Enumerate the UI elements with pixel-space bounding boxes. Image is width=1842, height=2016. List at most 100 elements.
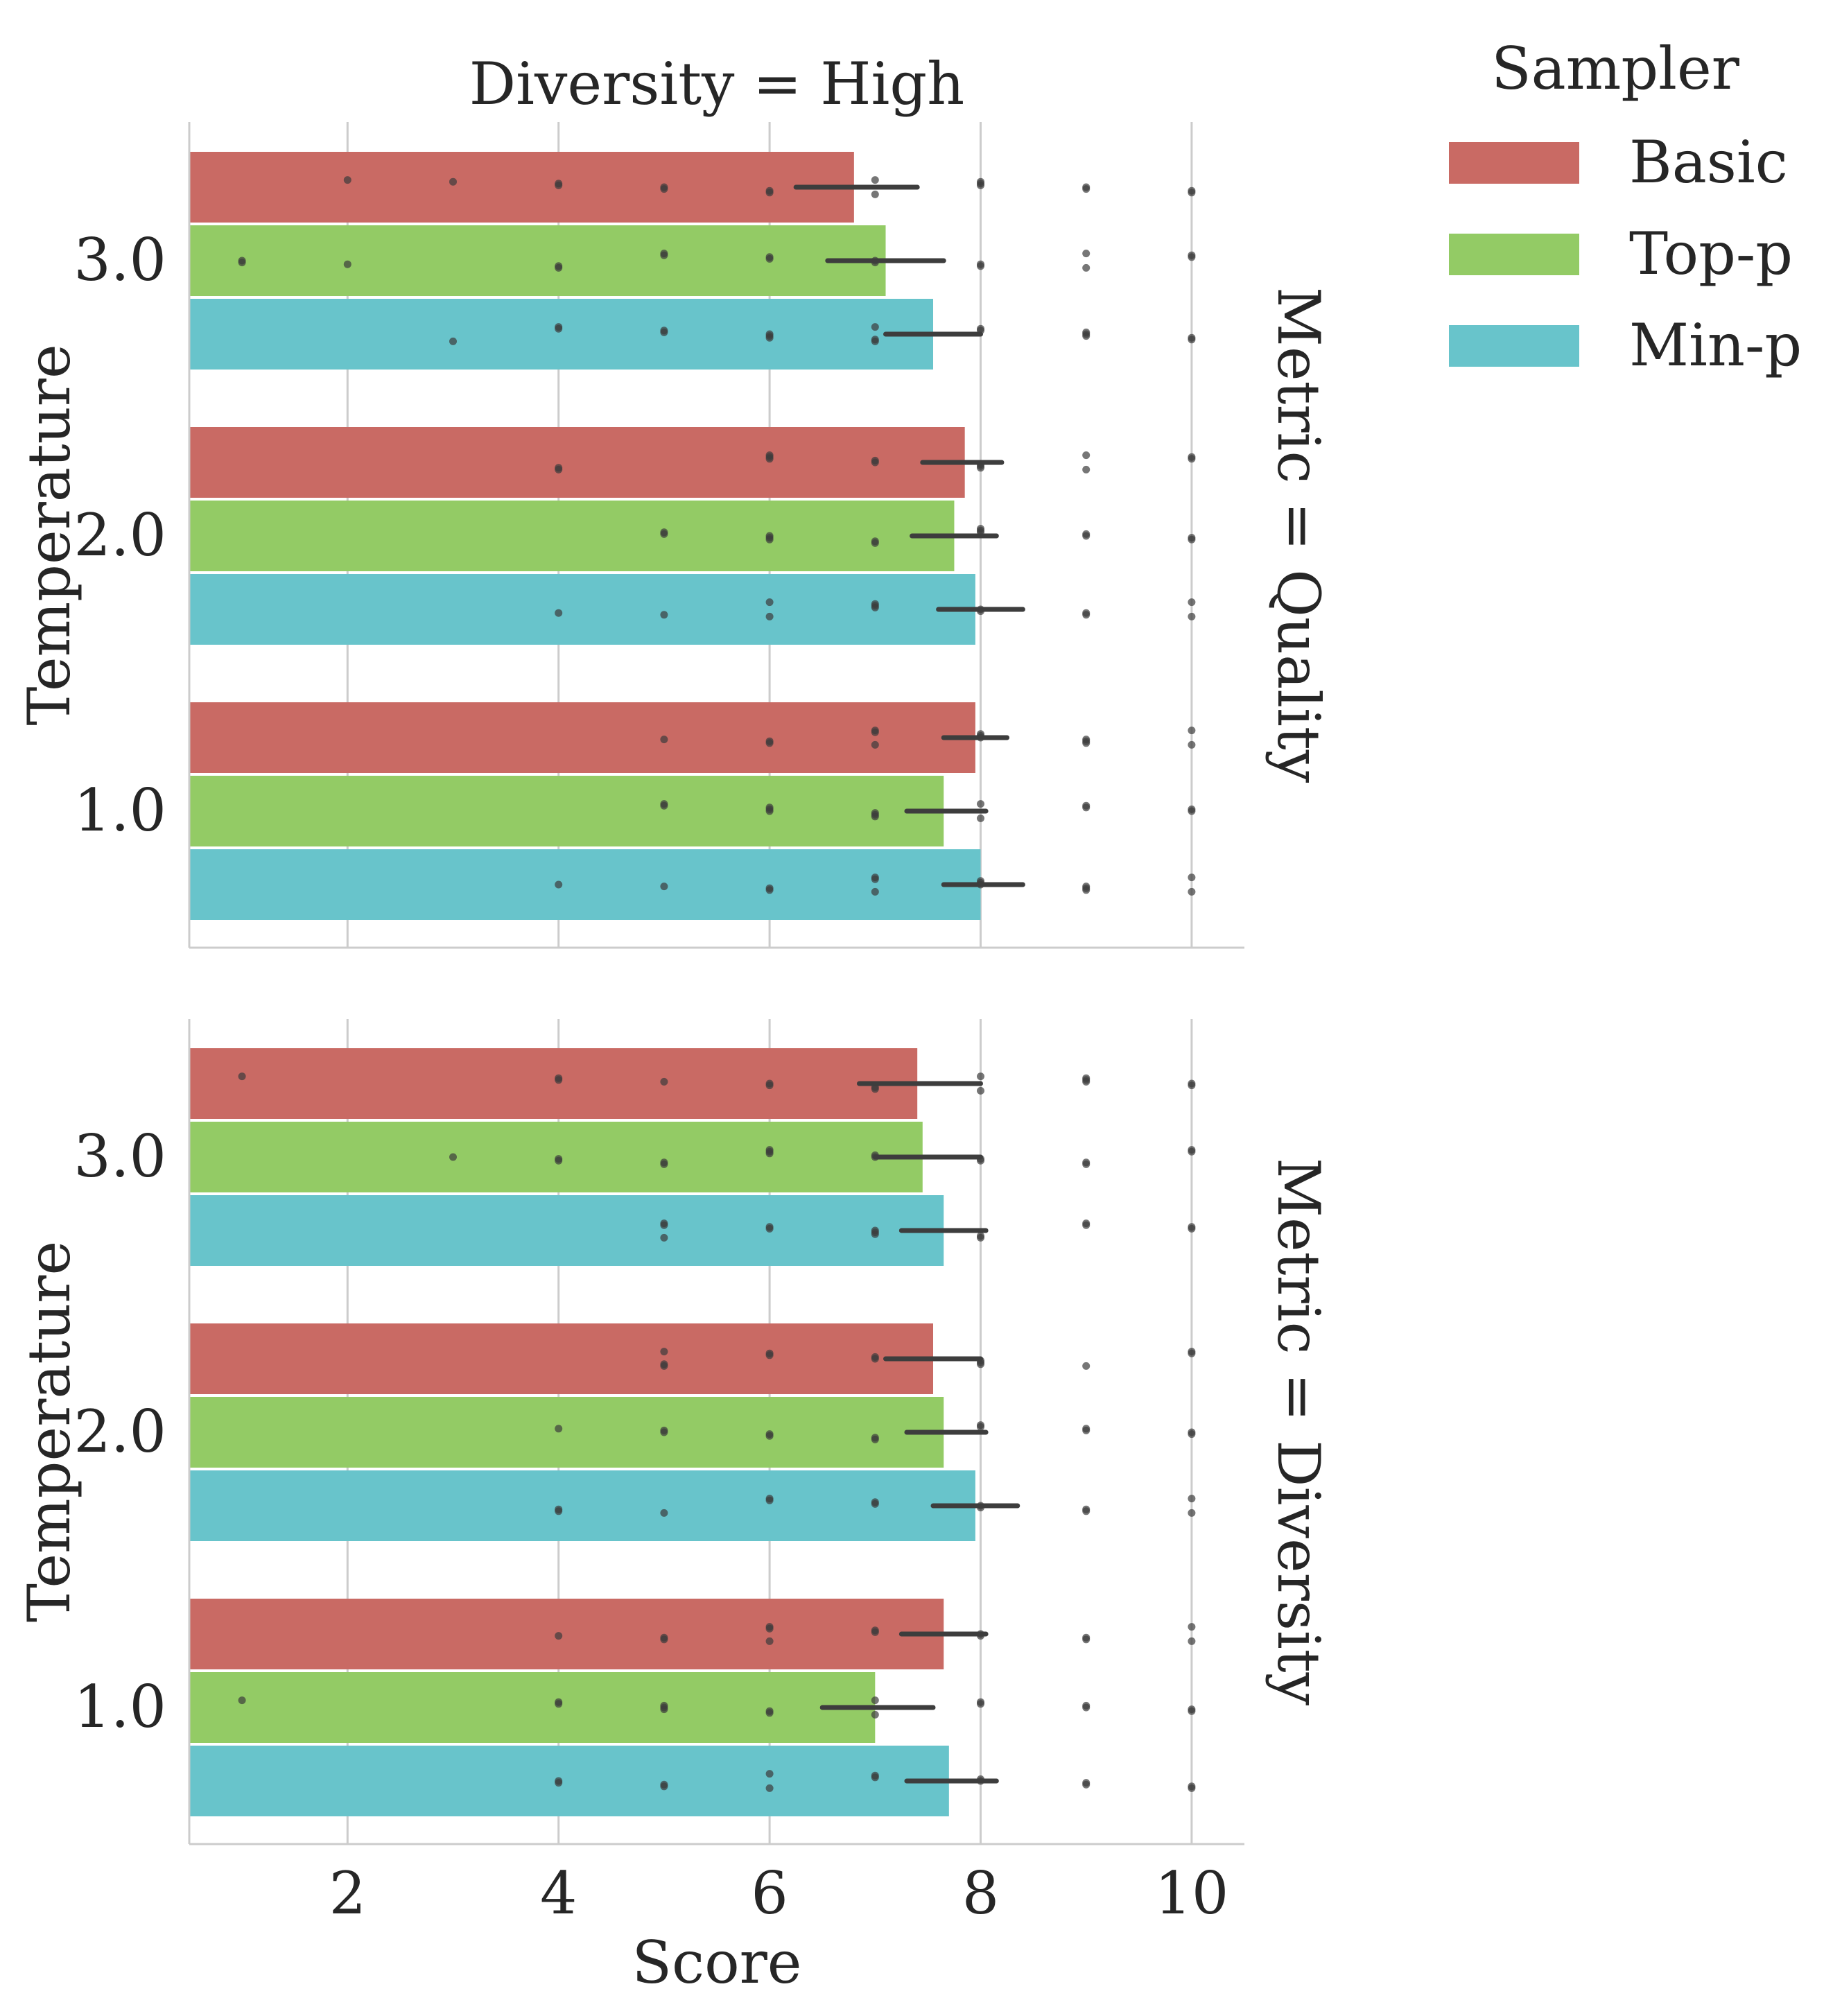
legend-label: Top-p xyxy=(1629,220,1793,288)
data-point xyxy=(660,1077,668,1086)
data-point xyxy=(871,539,879,547)
data-point xyxy=(977,262,984,270)
legend-swatch xyxy=(1449,142,1579,184)
data-point xyxy=(1188,1623,1196,1631)
data-point xyxy=(1188,740,1196,749)
y-tick-label: 2.0 xyxy=(73,501,166,569)
bar xyxy=(189,702,975,773)
data-point xyxy=(871,813,879,821)
data-point xyxy=(765,1081,774,1090)
data-point xyxy=(1082,465,1091,473)
data-point xyxy=(555,324,563,333)
data-point xyxy=(660,1221,668,1229)
y-tick-label: 3.0 xyxy=(73,226,166,294)
data-point xyxy=(765,598,774,607)
data-point xyxy=(343,260,351,268)
bar xyxy=(189,225,886,296)
data-point xyxy=(660,185,668,193)
data-point xyxy=(765,254,774,263)
data-point xyxy=(765,1496,774,1504)
data-point xyxy=(1188,1349,1196,1357)
y-axis-label: Temperature xyxy=(15,1241,83,1622)
data-point xyxy=(1188,1495,1196,1503)
data-point xyxy=(765,612,774,620)
data-point xyxy=(660,1233,668,1242)
data-point xyxy=(660,1509,668,1517)
legend: Sampler Basic Top-p Min-p xyxy=(1449,35,1802,379)
data-point xyxy=(660,530,668,538)
y-tick-label: 1.0 xyxy=(73,776,166,844)
data-point xyxy=(555,1700,563,1708)
panel-title: Diversity = High xyxy=(469,50,965,118)
data-point xyxy=(1188,807,1196,815)
data-point xyxy=(660,251,668,259)
data-point xyxy=(1082,451,1091,460)
data-point xyxy=(660,1362,668,1370)
data-point xyxy=(977,1423,984,1431)
data-point xyxy=(1188,1707,1196,1715)
data-point xyxy=(765,807,774,815)
data-point xyxy=(977,464,984,472)
data-point xyxy=(765,739,774,747)
x-tick-label: 6 xyxy=(751,1859,788,1927)
bar xyxy=(189,1746,949,1816)
data-point xyxy=(1082,1362,1091,1370)
bar xyxy=(189,849,981,920)
data-point xyxy=(871,1355,879,1363)
data-point xyxy=(660,328,668,336)
bar xyxy=(189,152,854,223)
data-point xyxy=(871,875,879,883)
data-point xyxy=(555,1632,563,1640)
data-point xyxy=(977,814,984,822)
data-point xyxy=(1082,263,1091,272)
data-point xyxy=(1188,1509,1196,1517)
data-point xyxy=(765,1432,774,1440)
bar xyxy=(189,1323,934,1394)
data-point xyxy=(765,535,774,544)
data-point xyxy=(1188,535,1196,544)
data-point xyxy=(1188,189,1196,197)
data-point xyxy=(1082,1703,1091,1712)
data-point xyxy=(1188,598,1196,607)
legend-label: Min-p xyxy=(1629,311,1802,379)
facet-panel: 3.0 2.0 1.0 Temperature Metric = Diversity 2 4… xyxy=(15,1019,1332,1997)
x-tick-label: 2 xyxy=(329,1859,366,1927)
x-axis-label: Score xyxy=(632,1929,801,1997)
data-point xyxy=(765,1709,774,1717)
legend-swatch xyxy=(1449,325,1579,367)
data-point xyxy=(1188,336,1196,344)
data-point xyxy=(765,1624,774,1633)
data-point xyxy=(660,801,668,810)
data-point xyxy=(1188,727,1196,735)
data-point xyxy=(660,1782,668,1791)
data-point xyxy=(871,1435,879,1443)
y-tick-label: 3.0 xyxy=(73,1122,166,1190)
bar xyxy=(189,574,975,645)
data-point xyxy=(449,1153,457,1161)
data-point xyxy=(1188,1224,1196,1233)
facet-panel: 3.0 2.0 1.0 Temperature Metric = Quality Dive… xyxy=(15,50,1332,949)
bar xyxy=(189,1397,944,1468)
data-point xyxy=(1082,1507,1091,1515)
y-tick-label: 2.0 xyxy=(73,1398,166,1466)
data-point xyxy=(1082,739,1091,747)
data-point xyxy=(871,176,879,184)
legend-label: Basic xyxy=(1629,128,1788,196)
data-point xyxy=(1082,1780,1091,1789)
data-point xyxy=(1082,803,1091,812)
data-point xyxy=(1082,332,1091,340)
data-point xyxy=(1188,887,1196,896)
data-point xyxy=(555,1156,563,1165)
legend-title: Sampler xyxy=(1491,35,1740,103)
data-point xyxy=(1188,1430,1196,1439)
data-point xyxy=(977,1233,984,1242)
data-point xyxy=(1188,874,1196,882)
data-point xyxy=(1082,1635,1091,1644)
data-point xyxy=(871,1500,879,1508)
data-point xyxy=(1188,253,1196,261)
data-point xyxy=(660,883,668,891)
data-point xyxy=(449,177,457,186)
data-point xyxy=(765,189,774,197)
data-point xyxy=(871,1085,879,1093)
